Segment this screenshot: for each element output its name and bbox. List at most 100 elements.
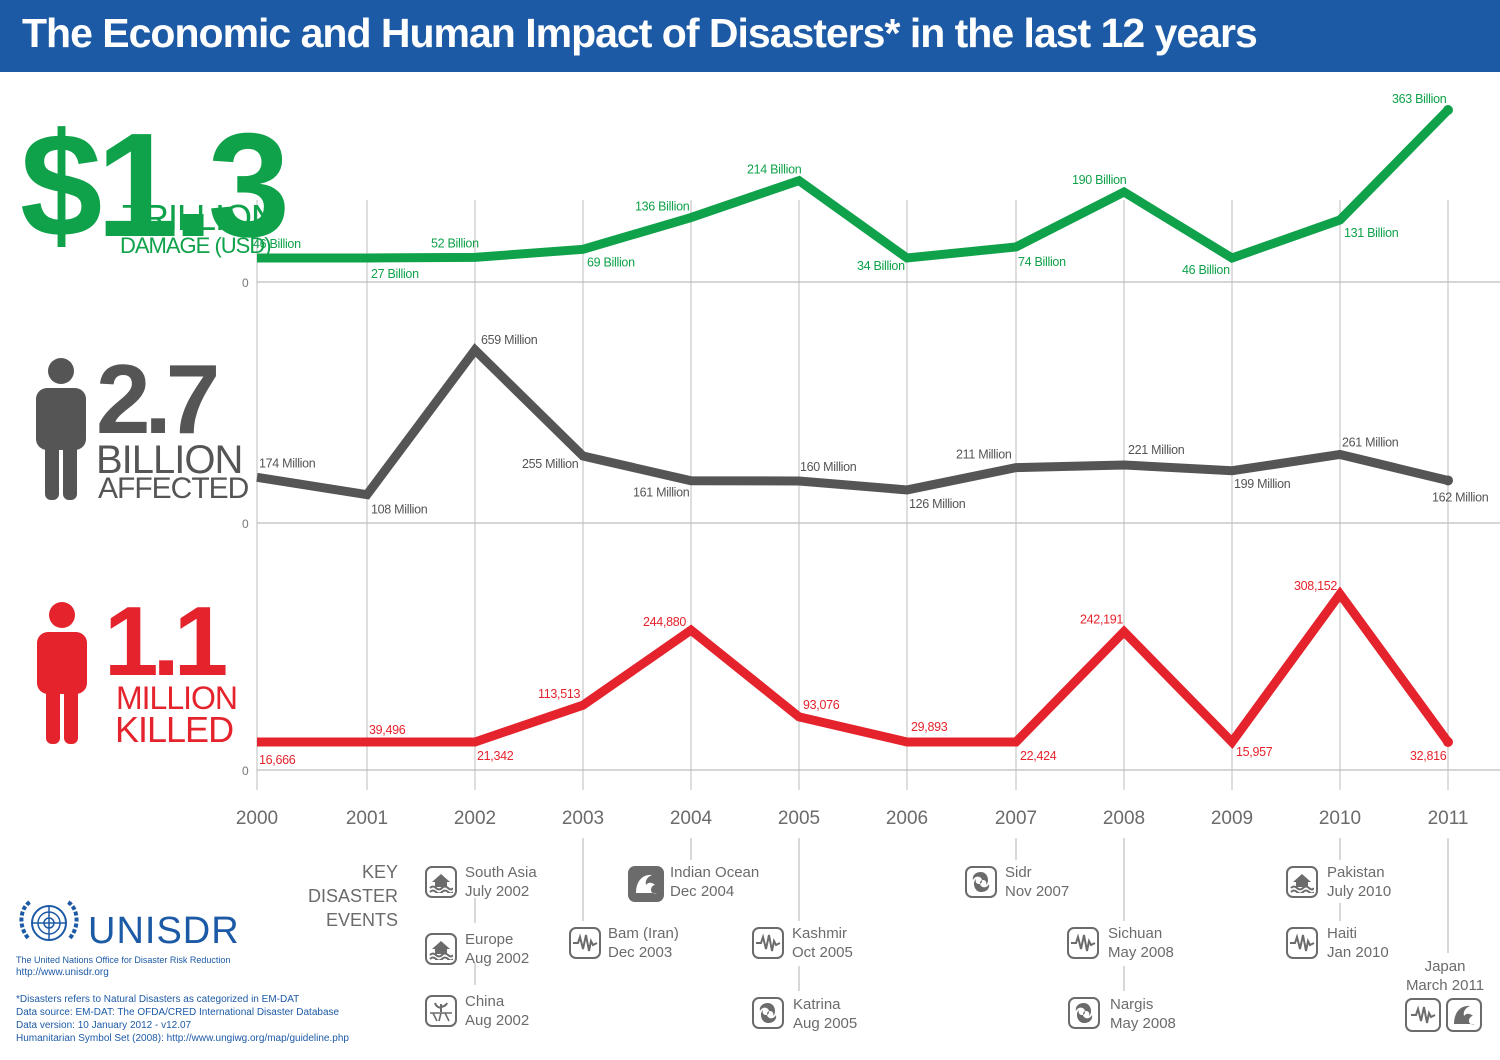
data-label: 113,513 xyxy=(538,687,581,701)
data-point xyxy=(1443,105,1453,115)
data-label: 162 Million xyxy=(1432,490,1489,504)
data-label: 131 Billion xyxy=(1344,226,1399,240)
data-label: 214 Billion xyxy=(747,163,802,177)
cyclone-icon xyxy=(965,866,997,898)
data-label: 126 Million xyxy=(909,497,966,511)
tsunami-icon xyxy=(628,866,664,902)
series-line-0 xyxy=(257,106,1452,263)
affected-unit: BILLION xyxy=(96,438,243,482)
data-label: 261 Million xyxy=(1342,435,1399,449)
cyclone-icon xyxy=(752,997,784,1029)
event-japan: Japan March 2011 xyxy=(1405,958,1485,994)
data-label: 174 Million xyxy=(259,456,316,470)
event-pakistan: Pakistan July 2010 xyxy=(1327,864,1392,900)
data-label: 308,152 xyxy=(1294,579,1337,593)
person-icon xyxy=(36,358,86,500)
earthquake-icon xyxy=(1286,927,1318,959)
flood-icon xyxy=(425,933,457,965)
title-banner: The Economic and Human Impact of Disaste… xyxy=(0,0,1500,72)
damage-unit: TRILLION xyxy=(122,197,277,238)
data-label: 69 Billion xyxy=(587,255,635,269)
org-subtitle: The United Nations Office for Disaster R… xyxy=(16,955,231,965)
event-bam: Bam (Iran) Dec 2003 xyxy=(608,925,679,961)
data-label: 21,342 xyxy=(477,749,514,763)
x-tick-label: 2008 xyxy=(1103,808,1145,829)
event-indian-ocean: Indian Ocean Dec 2004 xyxy=(670,864,760,900)
person-icon xyxy=(37,602,87,744)
event-sichuan: Sichuan May 2008 xyxy=(1108,925,1174,961)
killed-unit: MILLION xyxy=(116,680,238,716)
killed-total: 1.1 xyxy=(104,586,228,696)
x-tick-label: 2005 xyxy=(778,808,820,829)
data-label: 108 Million xyxy=(371,503,428,517)
series-line-2 xyxy=(257,586,1452,749)
x-tick-label: 2000 xyxy=(236,808,278,829)
data-label: 27 Billion xyxy=(371,267,419,281)
data-label: 46 Billion xyxy=(253,237,301,251)
data-label: 52 Billion xyxy=(431,236,479,250)
data-label: 32,816 xyxy=(1410,749,1447,763)
x-tick-label: 2003 xyxy=(562,808,604,829)
footnotes: *Disasters refers to Natural Disasters a… xyxy=(16,994,349,1044)
x-tick-label: 2007 xyxy=(995,808,1037,829)
data-label: 190 Billion xyxy=(1072,173,1127,187)
data-point xyxy=(1443,737,1453,747)
event-south-asia: South Asia July 2002 xyxy=(465,864,537,900)
data-label: 34 Billion xyxy=(857,259,905,273)
page-title: The Economic and Human Impact of Disaste… xyxy=(22,10,1258,56)
earthquake-icon xyxy=(569,927,601,959)
x-tick-label: 2010 xyxy=(1319,808,1361,829)
event-europe: Europe Aug 2002 xyxy=(465,931,530,967)
data-label: 39,496 xyxy=(369,723,406,737)
org-name: UNISDR xyxy=(88,910,240,952)
event-haiti: Haiti Jan 2010 xyxy=(1327,925,1389,961)
earthquake-icon xyxy=(752,927,784,959)
damage-label: DAMAGE (USD) xyxy=(120,233,272,258)
data-label: 659 Million xyxy=(481,333,538,347)
damage-total: $1.3 xyxy=(20,103,290,268)
flood-icon xyxy=(425,866,457,898)
killed-label: KILLED xyxy=(115,709,234,750)
data-label: 255 Million xyxy=(522,457,579,471)
data-label: 46 Billion xyxy=(1182,263,1230,277)
data-label: 15,957 xyxy=(1236,745,1273,759)
event-china: China Aug 2002 xyxy=(465,993,530,1029)
x-tick-label: 2006 xyxy=(886,808,928,829)
data-label: 29,893 xyxy=(911,720,948,734)
earthquake-icon xyxy=(1067,927,1099,959)
earthquake-icon xyxy=(1405,998,1441,1032)
x-tick-label: 2002 xyxy=(454,808,496,829)
event-kashmir: Kashmir Oct 2005 xyxy=(792,925,853,961)
tsunami-icon xyxy=(1446,998,1482,1032)
affected-label: AFFECTED xyxy=(98,472,249,505)
x-tick-label: 2009 xyxy=(1211,808,1253,829)
event-sidr: Sidr Nov 2007 xyxy=(1005,864,1070,900)
x-tick-label: 2011 xyxy=(1428,808,1469,829)
data-label: 244,880 xyxy=(643,615,686,629)
cyclone-icon xyxy=(1068,997,1100,1029)
data-label: 74 Billion xyxy=(1018,255,1066,269)
data-point xyxy=(1443,475,1453,486)
event-nargis: Nargis May 2008 xyxy=(1110,996,1176,1032)
flood-icon xyxy=(1286,866,1318,898)
zero-label: 0 xyxy=(242,517,249,531)
un-emblem-icon xyxy=(19,900,79,941)
data-label: 22,424 xyxy=(1020,749,1057,763)
series-line-1 xyxy=(256,343,1450,500)
zero-label: 0 xyxy=(242,276,249,290)
data-label: 161 Million xyxy=(633,486,690,500)
data-label: 93,076 xyxy=(803,698,840,712)
key-events-heading: KEY DISASTER EVENTS xyxy=(307,862,398,930)
data-label: 242,191 xyxy=(1080,613,1123,627)
data-label: 211 Million xyxy=(956,448,1012,462)
data-label: 199 Million xyxy=(1234,477,1291,491)
data-label: 136 Billion xyxy=(635,200,690,214)
x-tick-label: 2004 xyxy=(670,808,713,829)
drought-icon xyxy=(425,995,457,1027)
org-url[interactable]: http://www.unisdr.org xyxy=(16,967,109,978)
affected-total: 2.7 xyxy=(96,344,220,454)
data-label: 221 Million xyxy=(1128,443,1185,457)
data-label: 363 Billion xyxy=(1392,92,1447,106)
x-tick-label: 2001 xyxy=(346,808,388,829)
